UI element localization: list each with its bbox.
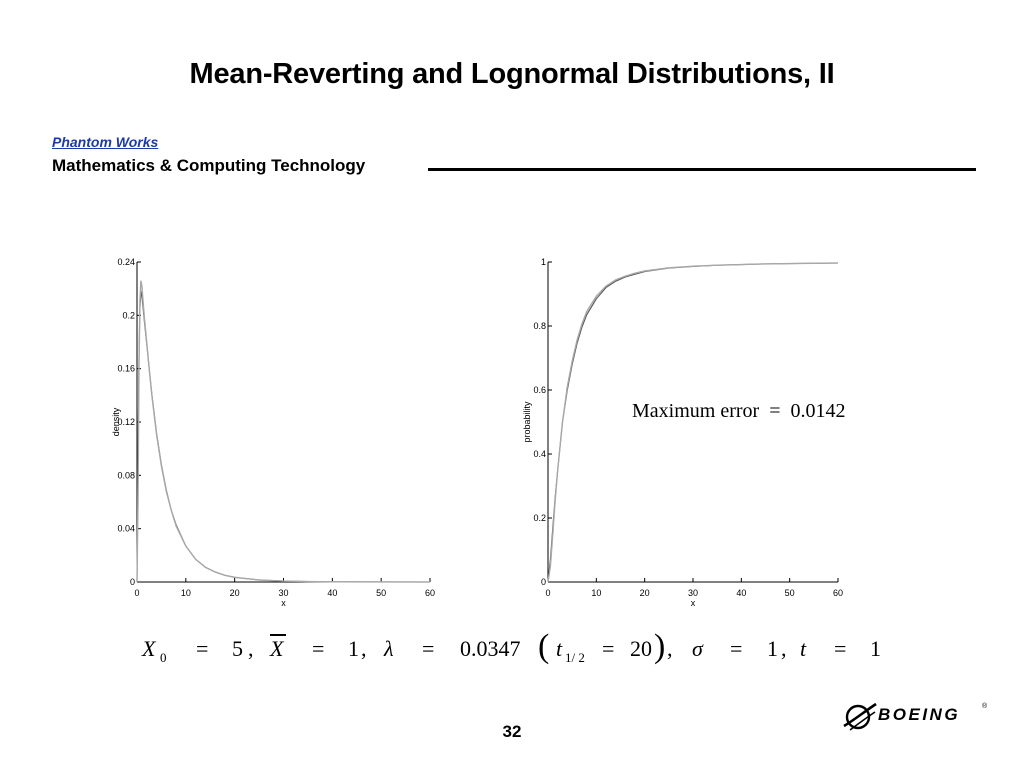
sigma-symbol: σ bbox=[692, 636, 703, 661]
x-tick-label: 60 bbox=[833, 588, 843, 598]
y-tick-label: 0.12 bbox=[117, 417, 135, 427]
x-tick-label: 10 bbox=[591, 588, 601, 598]
series-line bbox=[547, 262, 839, 583]
y-tick-label: 0.4 bbox=[533, 449, 546, 459]
equals-sign: = bbox=[312, 636, 325, 661]
y-tick-label: 1 bbox=[541, 257, 546, 267]
sigma-value: 1 bbox=[767, 636, 778, 661]
y-axis-label: probability bbox=[522, 401, 532, 443]
comma: , bbox=[248, 636, 254, 661]
boeing-swoosh-icon bbox=[843, 702, 877, 731]
series-line bbox=[136, 291, 431, 583]
x-tick-label: 10 bbox=[181, 588, 191, 598]
t-half-value: 20 bbox=[630, 636, 652, 661]
org-subtitle: Mathematics & Computing Technology bbox=[52, 156, 366, 175]
y-tick-label: 0.2 bbox=[533, 513, 546, 523]
xbar-overline bbox=[270, 634, 286, 636]
equals-sign: = bbox=[834, 636, 847, 661]
x-tick-label: 20 bbox=[640, 588, 650, 598]
y-tick-label: 0 bbox=[541, 577, 546, 587]
x-axis-label: x bbox=[281, 598, 286, 608]
xbar-symbol: X bbox=[270, 636, 284, 661]
comma: , bbox=[667, 636, 673, 661]
x0-value: 5 bbox=[232, 636, 243, 661]
y-tick-label: 0.04 bbox=[117, 524, 135, 534]
page-number: 32 bbox=[502, 722, 522, 741]
xbar-value: 1 bbox=[348, 636, 359, 661]
y-tick-label: 0.16 bbox=[117, 364, 135, 374]
logo-wordmark: BOEING bbox=[878, 705, 961, 724]
x-tick-label: 20 bbox=[230, 588, 240, 598]
y-tick-label: 0.08 bbox=[117, 470, 135, 480]
t-value: 1 bbox=[870, 636, 881, 661]
y-tick-label: 0.2 bbox=[122, 310, 135, 320]
y-tick-label: 0.8 bbox=[533, 321, 546, 331]
x-tick-label: 30 bbox=[278, 588, 288, 598]
brand-label: Phantom Works bbox=[52, 134, 159, 150]
lambda-value: 0.0347 bbox=[460, 636, 521, 661]
lambda-symbol: λ bbox=[384, 636, 394, 661]
series-line bbox=[136, 280, 431, 583]
boeing-logo: BOEING ® bbox=[842, 700, 992, 736]
x-tick-label: 0 bbox=[545, 588, 550, 598]
t-half-subscript: 1/ 2 bbox=[565, 650, 585, 665]
comma: , bbox=[361, 636, 367, 661]
comma: , bbox=[781, 636, 787, 661]
x-tick-label: 50 bbox=[785, 588, 795, 598]
t-symbol: t bbox=[800, 636, 807, 661]
parameter-formula: X 0 = 5 , X = 1 , λ = 0.0347 ( t 1/ 2 = … bbox=[140, 628, 900, 676]
x-tick-label: 50 bbox=[376, 588, 386, 598]
equals-sign: = bbox=[602, 636, 615, 661]
t-half-symbol: t bbox=[556, 636, 563, 661]
y-tick-label: 0.24 bbox=[117, 257, 135, 267]
equals-sign: = bbox=[730, 636, 743, 661]
open-paren: ( bbox=[538, 628, 550, 665]
close-paren: ) bbox=[654, 628, 666, 665]
header-rule bbox=[428, 168, 976, 171]
y-axis-label: density bbox=[111, 407, 121, 436]
equals-sign: = bbox=[422, 636, 435, 661]
x-tick-label: 40 bbox=[327, 588, 337, 598]
x-axis-label: x bbox=[691, 598, 696, 608]
slide-title: Mean-Reverting and Lognormal Distributio… bbox=[189, 58, 835, 90]
x-tick-label: 30 bbox=[688, 588, 698, 598]
registered-mark: ® bbox=[982, 703, 988, 710]
equals-sign: = bbox=[196, 636, 209, 661]
x-tick-label: 0 bbox=[134, 588, 139, 598]
density-chart: 0 0.04 0.08 0.12 0.16 0.2 0.24 0 10 20 30 40 50 60 x de… bbox=[111, 257, 435, 608]
x0-subscript: 0 bbox=[160, 650, 167, 665]
x-tick-label: 40 bbox=[736, 588, 746, 598]
max-error-annotation: Maximum error = 0.0142 bbox=[632, 400, 846, 422]
y-tick-label: 0 bbox=[130, 577, 135, 587]
y-tick-label: 0.6 bbox=[533, 385, 546, 395]
x-tick-label: 60 bbox=[425, 588, 435, 598]
x0-symbol: X bbox=[142, 636, 156, 661]
